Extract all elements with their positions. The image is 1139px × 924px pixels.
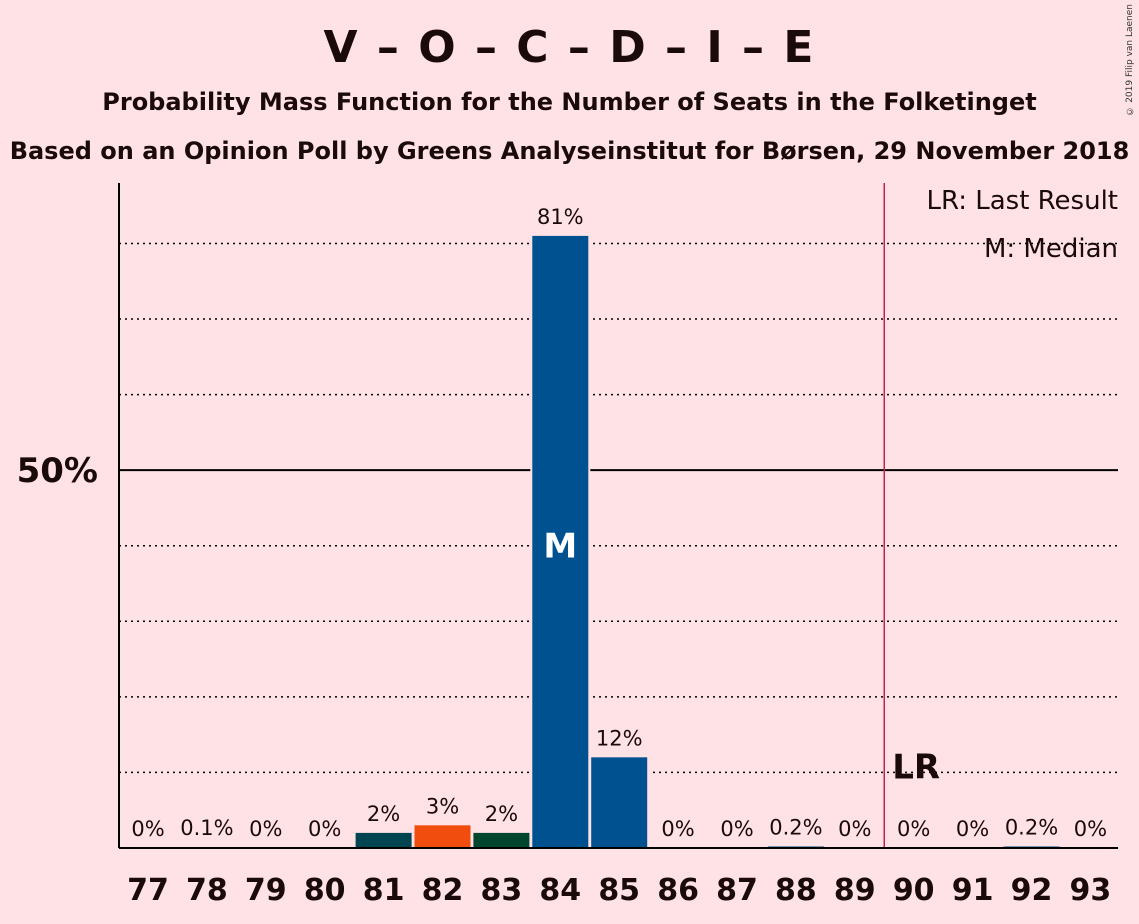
legend-bg-1 <box>930 183 1118 229</box>
bar-label-85: 12% <box>596 726 643 750</box>
x-tick-84: 84 <box>539 873 581 908</box>
x-tick-87: 87 <box>716 873 758 908</box>
x-tick-90: 90 <box>893 873 935 908</box>
bar-label-91: 0% <box>956 817 989 841</box>
bar-label-92: 0.2% <box>1005 815 1058 839</box>
bar-label-80: 0% <box>308 817 341 841</box>
bar-seat-81 <box>355 832 412 848</box>
last-result-marker: LR <box>892 747 940 787</box>
x-tick-93: 93 <box>1070 873 1112 908</box>
bar-label-84: 81% <box>537 205 584 229</box>
bar-label-77: 0% <box>131 817 164 841</box>
bar-label-78: 0.1% <box>180 816 233 840</box>
bar-label-83: 2% <box>485 802 518 826</box>
x-tick-79: 79 <box>245 873 287 908</box>
x-tick-78: 78 <box>186 873 228 908</box>
bar-label-90: 0% <box>897 817 930 841</box>
bar-label-81: 2% <box>367 802 400 826</box>
bar-seat-85 <box>591 757 648 848</box>
x-tick-85: 85 <box>598 873 640 908</box>
bar-seat-83 <box>473 832 530 848</box>
x-tick-80: 80 <box>304 873 346 908</box>
bar-label-82: 3% <box>426 794 459 818</box>
bar-label-87: 0% <box>720 817 753 841</box>
x-tick-91: 91 <box>952 873 994 908</box>
x-tick-86: 86 <box>657 873 699 908</box>
x-tick-77: 77 <box>127 873 169 908</box>
median-marker: M <box>543 527 577 567</box>
x-tick-89: 89 <box>834 873 876 908</box>
legend-median: M: Median <box>984 234 1118 264</box>
chart-subtitle-1: Probability Mass Function for the Number… <box>102 88 1037 116</box>
bar-label-93: 0% <box>1074 817 1107 841</box>
x-tick-81: 81 <box>363 873 405 908</box>
bar-label-79: 0% <box>249 817 282 841</box>
bar-label-86: 0% <box>661 817 694 841</box>
y-tick-label: 50% <box>17 451 98 491</box>
chart-title: V – O – C – D – I – E <box>323 22 816 73</box>
legend-last-result: LR: Last Result <box>926 186 1118 216</box>
bar-label-89: 0% <box>838 817 871 841</box>
chart-subtitle-2: Based on an Opinion Poll by Greens Analy… <box>9 137 1130 165</box>
x-tick-88: 88 <box>775 873 817 908</box>
x-tick-82: 82 <box>422 873 464 908</box>
bar-seat-84 <box>532 235 589 849</box>
bar-label-88: 0.2% <box>769 815 822 839</box>
x-tick-92: 92 <box>1011 873 1053 908</box>
bar-seat-82 <box>414 825 471 848</box>
x-tick-83: 83 <box>481 873 523 908</box>
